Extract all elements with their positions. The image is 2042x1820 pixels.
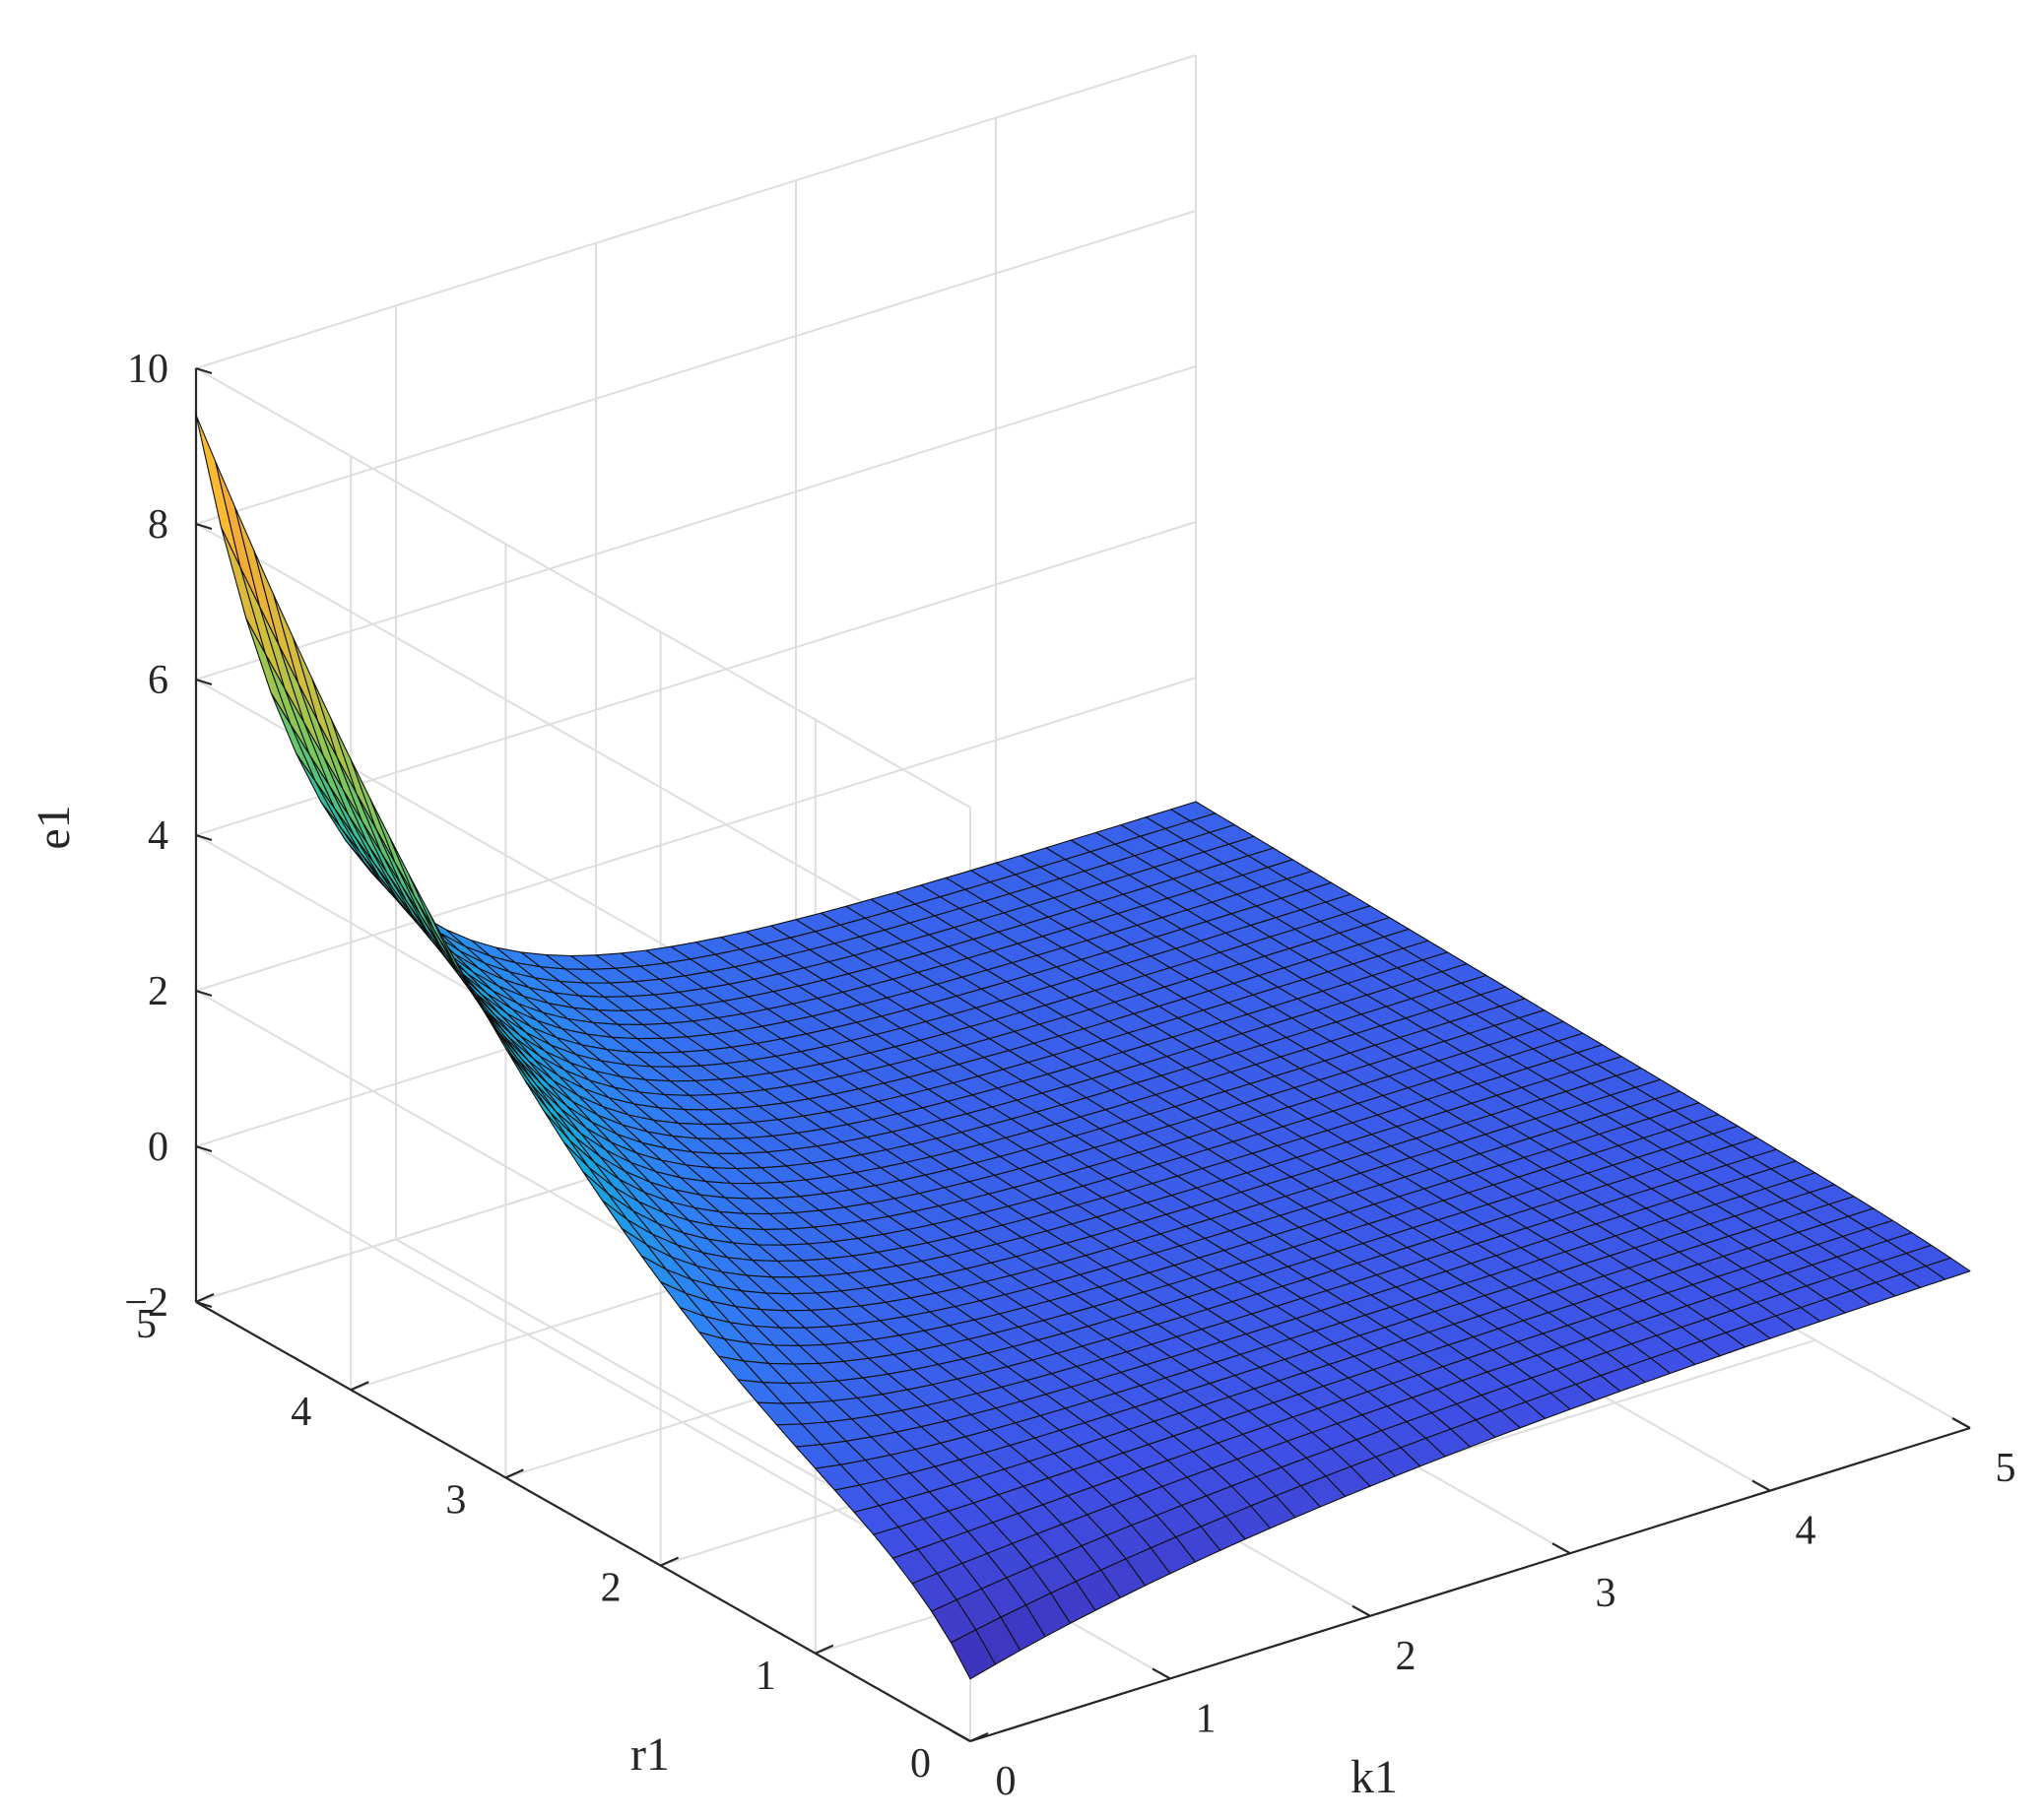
r-tick (504, 1468, 524, 1479)
r-tick (969, 1731, 989, 1743)
k-tick (1951, 1417, 1971, 1429)
r-tick (660, 1556, 680, 1567)
z-axis-label: e1 (28, 805, 80, 849)
labels-layer: −2 0 2 4 6 8 10 0 0 1 1 2 2 3 3 4 4 5 5 (124, 347, 2015, 1804)
k-tick-label: 0 (996, 1759, 1017, 1804)
wall-grid-line-z (193, 54, 1197, 809)
k-axis-line (969, 1426, 1971, 1743)
r-tick-label: 4 (291, 1390, 311, 1435)
z-tick (195, 522, 213, 531)
r-tick-label: 3 (445, 1477, 466, 1523)
k-tick-label: 1 (1196, 1696, 1217, 1741)
y-axis-label: r1 (630, 1728, 670, 1781)
surface-cell (950, 1629, 996, 1680)
k-tick (1551, 1542, 1571, 1555)
surface-cell (195, 414, 241, 568)
r-tick (815, 1644, 834, 1655)
k-tick (1751, 1479, 1771, 1492)
z-tick (195, 678, 213, 686)
z-tick-label: 0 (148, 1125, 168, 1170)
z-tick-label: 8 (148, 502, 168, 548)
z-tick (195, 366, 213, 375)
r-axis-line (195, 1301, 971, 1742)
z-tick (195, 1144, 213, 1153)
k-tick (952, 1730, 971, 1742)
surface-layer (195, 414, 1971, 1680)
z-tick (195, 833, 213, 842)
r-tick (195, 1292, 215, 1304)
r-tick-label: 5 (136, 1302, 157, 1347)
z-tick-label: −2 (124, 1280, 168, 1326)
r-tick (350, 1381, 369, 1392)
k-tick (1152, 1667, 1171, 1680)
r-tick-label: 0 (910, 1741, 931, 1787)
k-tick (1351, 1604, 1371, 1617)
z-tick-label: 4 (148, 813, 168, 859)
axes-layer (194, 366, 1971, 1743)
k-tick-label: 3 (1596, 1571, 1616, 1616)
k-tick-label: 5 (1996, 1446, 2016, 1491)
z-tick-label: 10 (127, 347, 168, 392)
k-tick-label: 4 (1796, 1509, 1816, 1554)
z-tick-label: 6 (148, 658, 168, 703)
z-tick-label: 2 (148, 969, 168, 1014)
z-tick (195, 989, 213, 998)
x-axis-label: k1 (1350, 1751, 1398, 1803)
k-tick-label: 2 (1396, 1634, 1416, 1679)
r-tick-label: 1 (756, 1654, 776, 1699)
z-tick (195, 1300, 213, 1309)
r-tick-label: 2 (601, 1566, 622, 1611)
